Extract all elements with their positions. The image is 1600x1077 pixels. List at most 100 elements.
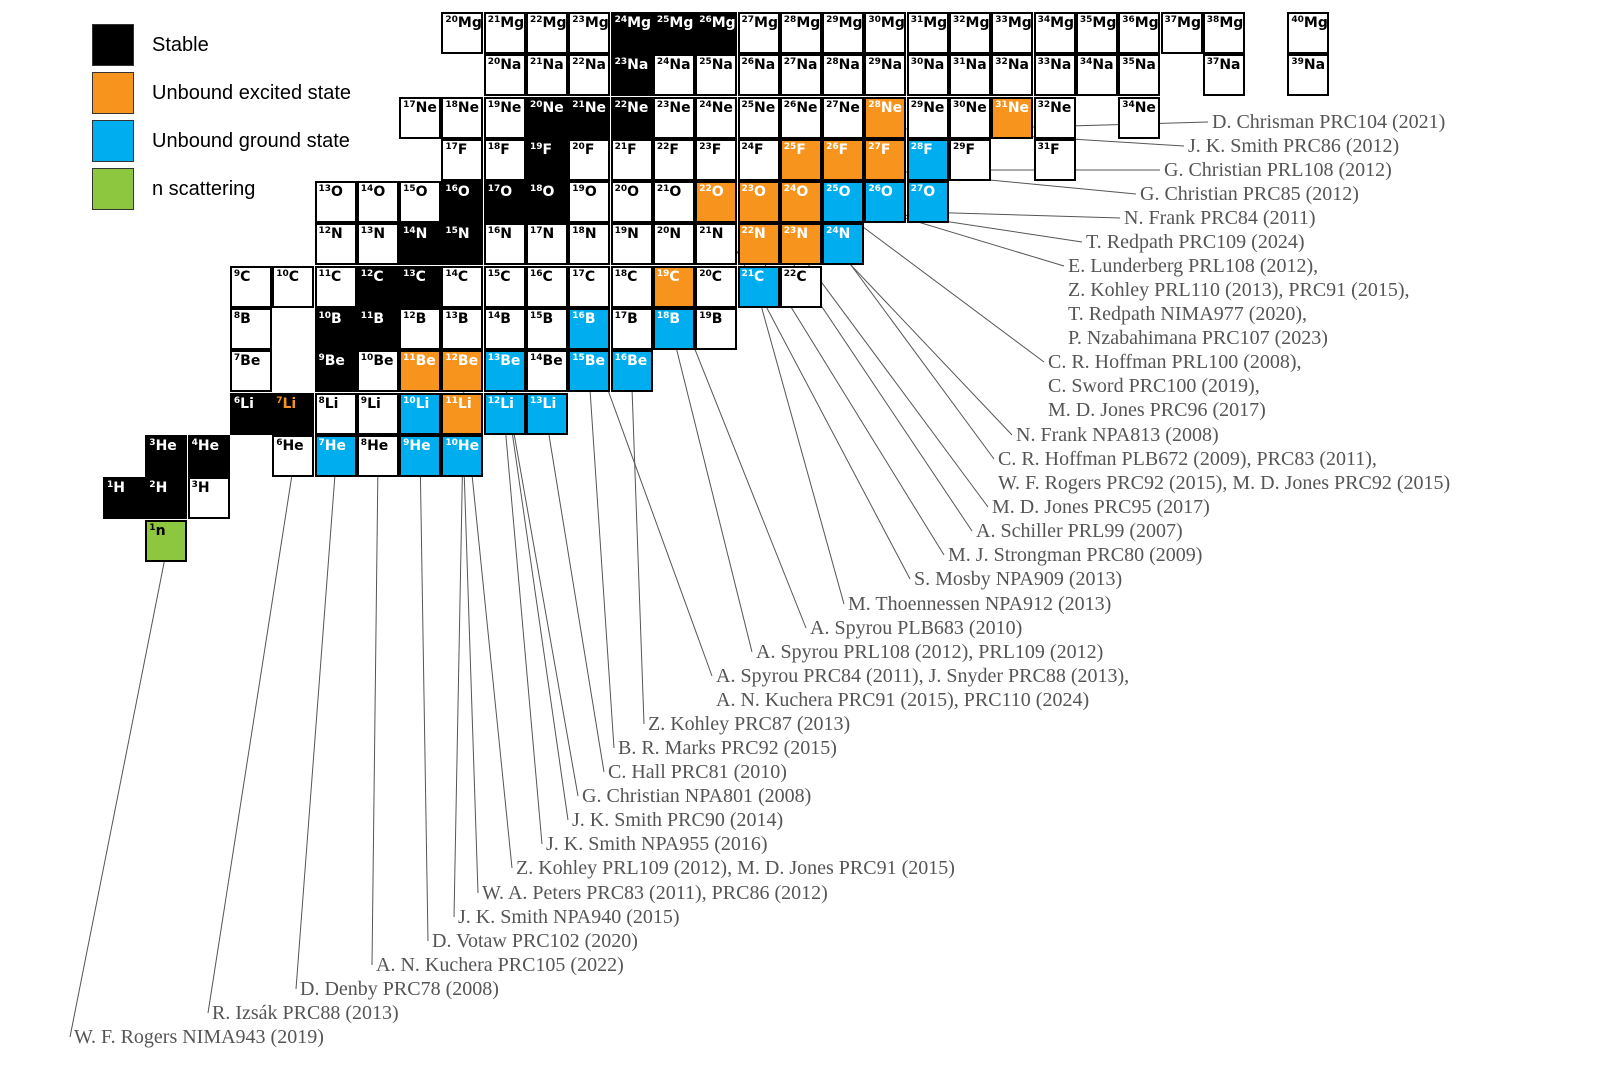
mass-number: 12 xyxy=(445,353,458,364)
nuclide-cell-27ne: 27Ne xyxy=(822,96,865,139)
element-symbol: Ne xyxy=(415,99,437,116)
mass-number: 24 xyxy=(826,226,839,237)
mass-number: 26 xyxy=(826,141,839,152)
leader-line xyxy=(504,381,569,821)
nuclide-cell-21n: 21N xyxy=(695,223,738,266)
reference-label: C. R. Hoffman PLB672 (2009), PRC83 (2011… xyxy=(998,448,1377,470)
element-symbol: Mg xyxy=(1092,14,1117,31)
mass-number: 29 xyxy=(868,57,881,68)
mass-number: 13 xyxy=(530,395,543,406)
nuclide-cell-15o: 15O xyxy=(399,181,442,224)
mass-number: 8 xyxy=(360,437,368,448)
element-symbol: He xyxy=(155,437,177,454)
nuclide-cell-6li: 6Li xyxy=(229,392,272,435)
element-symbol: O xyxy=(838,184,851,201)
mass-number: 27 xyxy=(783,57,797,68)
mass-number: 24 xyxy=(699,99,712,110)
nuclide-cell-24na: 24Na xyxy=(652,54,695,97)
element-symbol: Mg xyxy=(1050,14,1075,31)
element-symbol: B xyxy=(627,311,638,327)
nuclide-cell-14o: 14O xyxy=(356,181,399,224)
mass-number: 19 xyxy=(487,99,501,110)
element-symbol: N xyxy=(331,226,343,243)
element-symbol: Na xyxy=(711,57,733,74)
element-symbol: C xyxy=(542,268,553,285)
leader-line xyxy=(673,296,807,629)
element-symbol: B xyxy=(457,311,469,327)
element-symbol: O xyxy=(542,184,555,201)
mass-number: 17 xyxy=(530,226,543,237)
mass-number: 15 xyxy=(403,184,416,195)
mass-number: 9 xyxy=(318,353,325,364)
element-symbol: F xyxy=(500,141,510,158)
nuclide-cell-26mg: 26Mg xyxy=(695,11,738,54)
nuclide-cell-18n: 18N xyxy=(568,223,611,266)
element-symbol: O xyxy=(796,184,809,201)
element-symbol: C xyxy=(415,268,426,285)
mass-number: 10 xyxy=(318,311,332,321)
nuclide-cell-32ne: 32Ne xyxy=(1033,96,1076,139)
nuclide-cell-13n: 13N xyxy=(356,223,399,266)
element-symbol: F xyxy=(627,141,637,158)
nuclide-cell-20na: 20Na xyxy=(483,54,526,97)
nuclide-cell-13li: 13Li xyxy=(526,392,568,435)
element-symbol: Na xyxy=(754,57,776,74)
nuclide-cell-26ne: 26Ne xyxy=(779,96,822,139)
element-symbol: Na xyxy=(669,57,691,74)
element-symbol: C xyxy=(754,268,765,285)
nuclide-cell-31f: 31F xyxy=(1033,138,1076,181)
reference-label: M. D. Jones PRC96 (2017) xyxy=(1048,399,1266,421)
element-symbol: Ne xyxy=(965,99,987,116)
element-symbol: Li xyxy=(457,395,472,412)
element-symbol: F xyxy=(754,141,764,158)
mass-number: 22 xyxy=(572,57,585,68)
nuclide-cell-17f: 17F xyxy=(441,138,484,181)
nuclide-cell-13be: 13Be xyxy=(483,350,526,393)
nuclide-cell-25mg: 25Mg xyxy=(652,11,695,54)
mass-number: 3 xyxy=(191,480,198,491)
reference-label: C. R. Hoffman PRL100 (2008), xyxy=(1048,351,1302,373)
mass-number: 36 xyxy=(1122,14,1135,25)
element-symbol: Mg xyxy=(923,14,948,31)
mass-number: 26 xyxy=(783,99,797,110)
nuclide-cell-12b: 12B xyxy=(399,308,442,350)
nuclide-cell-28f: 28F xyxy=(906,138,949,181)
nuclide-cell-7be: 7Be xyxy=(229,350,272,393)
reference-label: J. K. Smith PRC90 (2014) xyxy=(572,809,784,831)
nuclide-cell-17ne: 17Ne xyxy=(399,96,442,139)
leader-line xyxy=(546,423,605,773)
nuclide-cell-13c: 13C xyxy=(399,265,442,308)
element-symbol: F xyxy=(542,141,553,158)
element-symbol: Na xyxy=(796,57,818,74)
nuclide-cell-34ne: 34Ne xyxy=(1118,96,1161,139)
mass-number: 20 xyxy=(614,184,628,195)
nuclide-cell-6he: 6He xyxy=(272,434,315,477)
element-symbol: B xyxy=(415,311,427,327)
mass-number: 34 xyxy=(1079,57,1093,68)
nuclide-cell-17c: 17C xyxy=(568,265,611,308)
mass-number: 25 xyxy=(826,184,839,195)
nuclide-cell-19b: 19B xyxy=(695,308,738,350)
element-symbol: C xyxy=(500,268,511,285)
nuclide-cell-24f: 24F xyxy=(737,138,780,181)
mass-number: 37 xyxy=(1206,57,1220,68)
mass-number: 27 xyxy=(910,184,924,195)
mass-number: 12 xyxy=(487,395,501,406)
nuclide-cell-37mg: 37Mg xyxy=(1160,11,1203,54)
nuclide-cell-15be: 15Be xyxy=(568,350,611,393)
element-symbol: B xyxy=(711,311,723,327)
nuclide-cell-11li: 11Li xyxy=(441,392,484,435)
element-symbol: Mg xyxy=(627,14,652,31)
element-symbol: O xyxy=(711,184,724,201)
mass-number: 16 xyxy=(487,226,501,237)
element-symbol: Be xyxy=(457,353,479,370)
leader-line xyxy=(588,338,713,677)
element-symbol: F xyxy=(880,141,891,158)
leader-line xyxy=(295,466,337,990)
nuclide-cell-1h: 1H xyxy=(103,477,145,520)
nuclide-cell-16n: 16N xyxy=(483,223,526,266)
mass-number: 22 xyxy=(699,184,712,195)
element-symbol: B xyxy=(669,311,681,327)
nuclide-cell-23n: 23N xyxy=(779,223,822,266)
element-symbol: Ne xyxy=(500,99,522,116)
